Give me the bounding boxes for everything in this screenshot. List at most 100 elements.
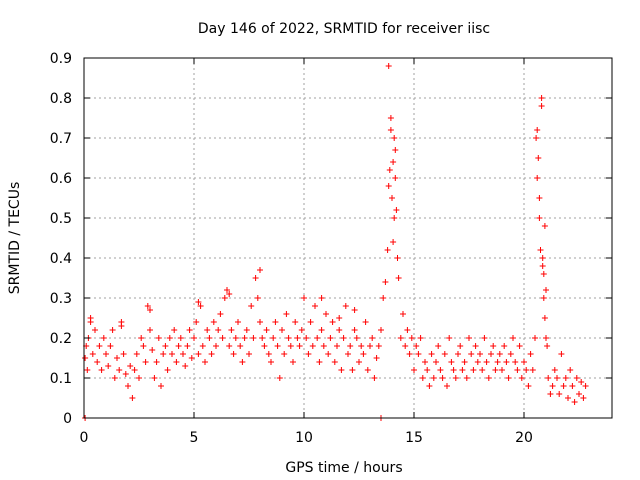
data-point <box>474 359 481 365</box>
data-point <box>336 315 343 321</box>
data-point <box>228 327 235 333</box>
data-point <box>129 395 136 401</box>
data-point <box>316 359 323 365</box>
data-point <box>312 303 318 309</box>
data-point <box>582 383 589 389</box>
y-tick-label: 0.3 <box>50 291 72 307</box>
y-tick-label: 0.5 <box>50 211 72 227</box>
data-point <box>144 303 151 309</box>
data-point <box>518 375 525 381</box>
data-point <box>131 367 138 373</box>
data-point <box>527 351 534 357</box>
data-point <box>391 135 398 141</box>
data-point <box>261 343 268 349</box>
data-point <box>307 319 314 325</box>
data-point <box>248 303 255 309</box>
data-point <box>237 343 244 349</box>
data-point <box>329 319 336 325</box>
data-point <box>351 327 358 333</box>
data-point <box>554 375 560 381</box>
data-point <box>114 355 120 361</box>
data-point <box>492 367 499 373</box>
data-point <box>347 343 354 349</box>
data-point <box>331 359 338 365</box>
data-point <box>166 335 173 341</box>
data-point <box>279 327 285 333</box>
data-point <box>334 343 340 349</box>
data-point <box>301 295 307 301</box>
data-point <box>385 63 392 69</box>
data-point <box>356 359 362 365</box>
data-point <box>540 271 547 277</box>
data-point <box>448 359 455 365</box>
data-point <box>342 303 349 309</box>
data-point <box>193 319 200 325</box>
data-point <box>477 351 483 357</box>
data-point <box>390 239 397 245</box>
y-tick-label: 0.7 <box>50 131 72 147</box>
data-point <box>206 335 213 341</box>
data-point <box>573 375 580 381</box>
data-point <box>320 343 327 349</box>
data-point <box>184 343 191 349</box>
data-point <box>340 335 347 341</box>
grid-lines <box>84 58 612 418</box>
data-point <box>195 351 202 357</box>
data-point <box>96 343 103 349</box>
data-point <box>411 367 417 373</box>
data-point <box>422 359 428 365</box>
data-point <box>169 351 175 357</box>
data-point <box>197 303 204 309</box>
data-point <box>221 295 228 301</box>
data-point <box>215 327 222 333</box>
data-point <box>503 359 510 365</box>
data-point <box>199 343 206 349</box>
data-point <box>89 351 96 357</box>
data-point <box>171 327 178 333</box>
data-point <box>175 343 182 349</box>
y-tick-labels: 0 0.1 0.2 0.3 0.4 0.5 0.6 0.7 0.8 0.9 <box>50 51 72 427</box>
data-point <box>303 335 310 341</box>
data-point <box>202 359 208 365</box>
data-point <box>276 375 283 381</box>
data-point <box>210 319 217 325</box>
data-point <box>257 319 263 325</box>
data-point <box>408 335 415 341</box>
data-point <box>459 367 466 373</box>
data-point <box>428 351 435 357</box>
y-tick-label: 0.6 <box>50 171 72 187</box>
data-point <box>485 375 492 381</box>
data-point <box>533 135 540 141</box>
y-tick-label: 0.4 <box>50 251 72 267</box>
data-point <box>417 335 424 341</box>
data-point <box>373 355 380 361</box>
data-point <box>254 295 261 301</box>
data-point <box>147 307 153 313</box>
data-point <box>364 367 371 373</box>
data-point <box>415 351 422 357</box>
y-axis-label: SRMTID / TECUs <box>7 182 23 295</box>
data-point <box>545 375 552 381</box>
x-tick-label: 0 <box>80 430 89 446</box>
data-point <box>283 311 290 317</box>
data-point <box>392 175 399 181</box>
data-point <box>360 351 367 357</box>
data-point <box>305 351 312 357</box>
y-tick-label: 0.8 <box>50 91 72 107</box>
data-point <box>536 215 543 221</box>
data-point <box>488 351 494 357</box>
y-tick-label: 0.9 <box>50 51 72 67</box>
data-point <box>496 351 503 357</box>
data-point <box>109 327 116 333</box>
data-point <box>298 327 305 333</box>
data-point <box>457 343 464 349</box>
data-point <box>155 335 162 341</box>
data-point <box>439 375 446 381</box>
data-point <box>149 347 156 353</box>
data-point <box>534 127 541 133</box>
data-point <box>540 295 547 301</box>
data-point <box>127 363 134 369</box>
data-point <box>186 327 193 333</box>
data-point <box>535 155 542 161</box>
data-point <box>452 375 459 381</box>
